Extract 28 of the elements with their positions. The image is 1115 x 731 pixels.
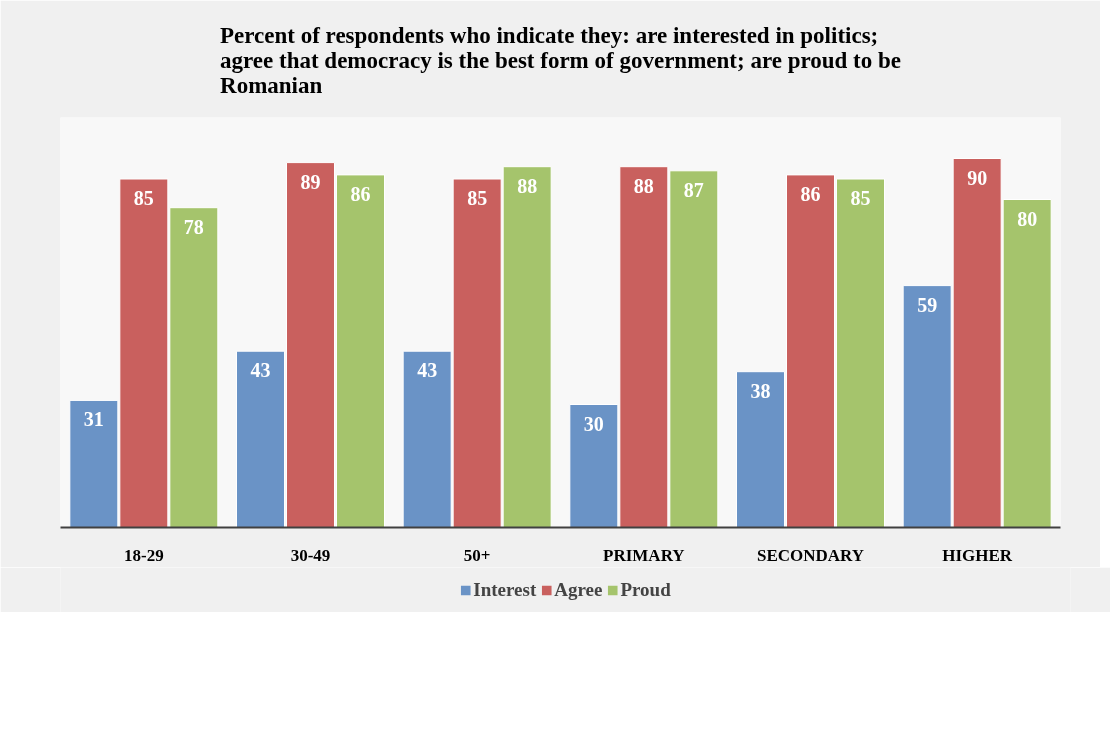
chart-title: Percent of respondents who indicate they: are interested in politics; agree that democracy is the best form of government; are proud to be Romanian bbox=[220, 22, 901, 98]
data-label: 59 bbox=[917, 293, 938, 316]
legend-label: Agree bbox=[554, 578, 603, 601]
x-tick-label: SECONDARY bbox=[756, 545, 865, 565]
x-tick-label: 30-49 bbox=[290, 545, 331, 565]
data-label: 85 bbox=[467, 187, 488, 209]
data-label: 89 bbox=[300, 170, 321, 193]
data-label: 87 bbox=[683, 178, 704, 201]
x-tick-label: 50+ bbox=[463, 545, 491, 565]
x-tick-label: HIGHER bbox=[942, 545, 1013, 565]
data-label: 38 bbox=[750, 379, 771, 402]
data-label: 88 bbox=[633, 174, 654, 197]
data-label: 90 bbox=[967, 166, 988, 189]
data-label: 43 bbox=[417, 359, 438, 382]
data-label: 86 bbox=[800, 182, 821, 205]
x-tick-label: PRIMARY bbox=[603, 545, 685, 565]
data-label: 78 bbox=[183, 215, 204, 238]
data-label: 43 bbox=[250, 359, 271, 382]
data-label: 31 bbox=[83, 408, 104, 431]
data-label: 80 bbox=[1017, 207, 1038, 230]
legend-label: Interest bbox=[473, 578, 537, 601]
x-tick-label: 18-29 bbox=[124, 545, 164, 565]
legend-label: Proud bbox=[620, 578, 671, 601]
data-label: 85 bbox=[133, 187, 154, 209]
data-label: 85 bbox=[850, 187, 871, 209]
data-label: 30 bbox=[583, 412, 604, 435]
data-label: 88 bbox=[517, 174, 538, 197]
data-label: 86 bbox=[350, 182, 371, 205]
